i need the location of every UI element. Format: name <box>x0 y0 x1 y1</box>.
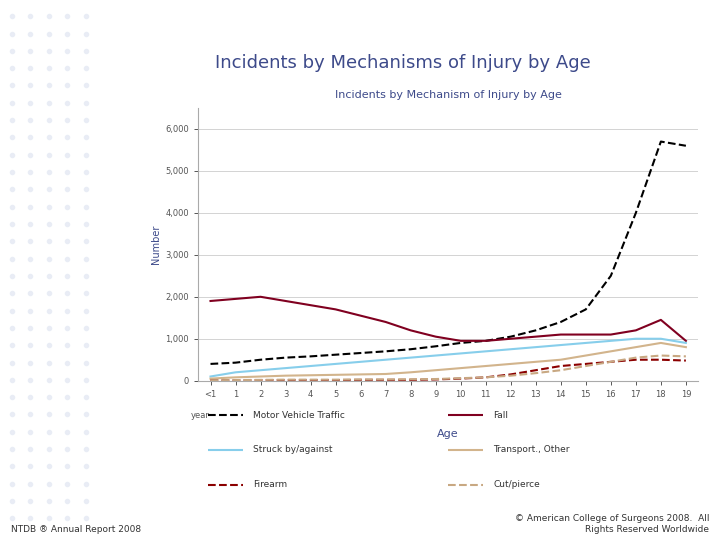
Text: Struck by/against: Struck by/against <box>253 446 333 455</box>
Text: NTDB ® Annual Report 2008: NTDB ® Annual Report 2008 <box>11 524 141 534</box>
Text: Figure
7: Figure 7 <box>120 58 156 80</box>
Text: year: year <box>191 411 210 421</box>
Text: Transport., Other: Transport., Other <box>493 446 570 455</box>
Text: Incidents by Mechanisms of Injury by Age: Incidents by Mechanisms of Injury by Age <box>215 53 591 72</box>
Text: Firearm: Firearm <box>253 480 287 489</box>
Text: Cut/pierce: Cut/pierce <box>493 480 540 489</box>
Title: Incidents by Mechanism of Injury by Age: Incidents by Mechanism of Injury by Age <box>335 90 562 100</box>
Text: © American College of Surgeons 2008.  All
Rights Reserved Worldwide: © American College of Surgeons 2008. All… <box>515 514 709 534</box>
X-axis label: Age: Age <box>437 429 459 439</box>
Text: Fall: Fall <box>493 410 508 420</box>
Text: Motor Vehicle Traffic: Motor Vehicle Traffic <box>253 410 345 420</box>
Y-axis label: Number: Number <box>151 225 161 264</box>
